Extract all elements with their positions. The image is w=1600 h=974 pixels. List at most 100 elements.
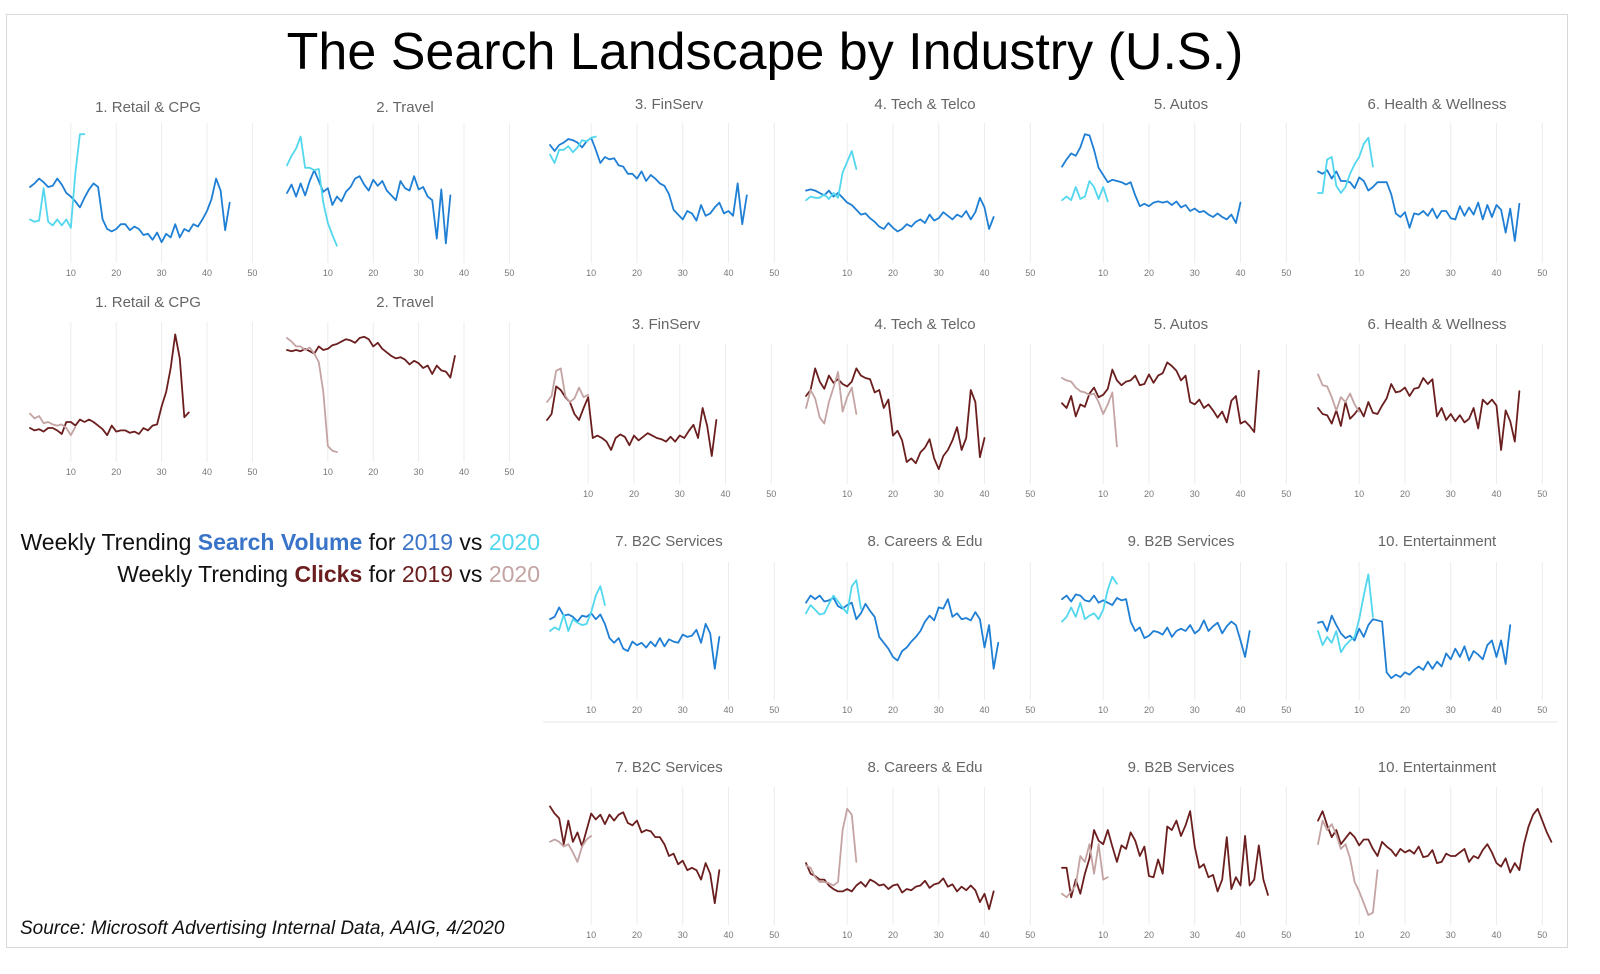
x-tick-label: 10 [1354, 268, 1364, 278]
x-tick-label: 10 [842, 268, 852, 278]
legend-text: for [362, 561, 402, 587]
series-line-2019 [549, 606, 721, 670]
page-title: The Search Landscape by Industry (U.S.) [286, 23, 1244, 81]
x-tick-label: 50 [1025, 930, 1035, 940]
x-tick-label: 30 [678, 930, 688, 940]
chart-title: 8. Careers & Edu [867, 533, 982, 550]
x-tick-label: 20 [1144, 930, 1154, 940]
legend-clicks-2020: 2020 [488, 561, 540, 587]
x-tick-label: 40 [1235, 268, 1245, 278]
x-tick-label: 30 [934, 489, 944, 499]
series-line-2019 [29, 333, 190, 437]
x-tick-label: 40 [202, 268, 212, 278]
series-line-2019 [546, 385, 718, 457]
x-tick-label: 10 [583, 489, 593, 499]
x-tick-label: 50 [504, 268, 514, 278]
x-tick-label: 20 [1144, 489, 1154, 499]
chart-title: 9. B2B Services [1128, 759, 1235, 776]
chart-title: 3. FinServ [632, 316, 701, 333]
x-tick-label: 40 [723, 268, 733, 278]
chart-title: 8. Careers & Edu [867, 759, 982, 776]
x-tick-label: 10 [1098, 705, 1108, 715]
x-tick-label: 30 [678, 705, 688, 715]
chart-title: 4. Tech & Telco [874, 316, 975, 333]
series-line-2020 [805, 371, 858, 425]
series-line-2019 [549, 805, 721, 905]
chart-panel: 4. Tech & Telco 10 20 30 40 50 [805, 96, 1035, 278]
chart-title: 5. Autos [1154, 96, 1208, 113]
x-tick-label: 20 [1400, 705, 1410, 715]
x-tick-label: 50 [769, 268, 779, 278]
x-tick-label: 50 [247, 467, 257, 477]
x-tick-label: 30 [157, 268, 167, 278]
x-tick-label: 50 [1025, 489, 1035, 499]
series-line-2019 [1061, 593, 1251, 658]
x-tick-label: 20 [1400, 268, 1410, 278]
x-tick-label: 30 [1446, 268, 1456, 278]
x-tick-label: 10 [1098, 489, 1108, 499]
series-line-2019 [549, 136, 748, 226]
chart-frame [6, 14, 1568, 948]
x-tick-label: 10 [1354, 489, 1364, 499]
legend-text: for [362, 529, 402, 555]
x-tick-label: 40 [979, 268, 989, 278]
series-line-2020 [29, 412, 77, 437]
x-tick-label: 30 [675, 489, 685, 499]
x-tick-label: 50 [1281, 268, 1291, 278]
series-line-2020 [1061, 180, 1109, 203]
x-tick-label: 20 [368, 467, 378, 477]
series-line-2019 [1317, 169, 1521, 242]
chart-panel: 10. Entertainment 10 20 30 40 50 [1317, 759, 1553, 940]
series-line-2020 [549, 585, 606, 632]
x-tick-label: 40 [459, 268, 469, 278]
chart-panel: 8. Careers & Edu 10 20 30 40 50 [805, 759, 1035, 940]
x-tick-label: 10 [66, 467, 76, 477]
x-tick-label: 10 [586, 930, 596, 940]
series-line-2019 [1317, 377, 1521, 451]
chart-panel: 6. Health & Wellness 10 20 30 40 50 [1317, 316, 1547, 499]
x-tick-label: 10 [842, 930, 852, 940]
series-line-2020 [1061, 575, 1118, 623]
x-tick-label: 20 [1400, 930, 1410, 940]
x-tick-label: 20 [888, 705, 898, 715]
series-line-2020 [29, 133, 86, 229]
series-line-2019 [805, 367, 986, 471]
series-line-2019 [1061, 133, 1242, 224]
chart-panel: 1. Retail & CPG 10 20 30 40 50 [29, 99, 257, 278]
chart-panel: 3. FinServ 10 20 30 40 50 [546, 316, 776, 499]
x-tick-label: 30 [414, 467, 424, 477]
x-tick-label: 20 [1144, 705, 1154, 715]
series-line-2019 [805, 594, 1000, 670]
legend-clicks-2019: 2019 [401, 561, 454, 587]
x-tick-label: 20 [632, 930, 642, 940]
chart-title: 2. Travel [376, 294, 434, 311]
x-tick-label: 30 [1446, 489, 1456, 499]
chart-title: 7. B2C Services [615, 759, 723, 776]
x-tick-label: 30 [934, 705, 944, 715]
series-line-2020 [1061, 377, 1118, 448]
x-tick-label: 40 [720, 489, 730, 499]
chart-panel: 2. Travel 10 20 30 40 50 [286, 294, 514, 477]
x-tick-label: 10 [1098, 268, 1108, 278]
series-line-2019 [805, 862, 995, 910]
x-tick-label: 10 [1098, 930, 1108, 940]
x-tick-label: 50 [247, 268, 257, 278]
legend-search-metric: Search Volume [197, 529, 363, 555]
series-line-2020 [1317, 573, 1374, 654]
legend: Weekly Trending Search Volume for 2019 v… [20, 526, 540, 590]
x-tick-label: 30 [414, 268, 424, 278]
x-tick-label: 10 [842, 489, 852, 499]
x-tick-label: 50 [1537, 705, 1547, 715]
x-tick-label: 40 [979, 705, 989, 715]
series-line-2020 [1061, 843, 1109, 899]
x-tick-label: 50 [769, 930, 779, 940]
series-line-2020 [549, 835, 593, 863]
legend-text: vs [453, 561, 489, 587]
x-tick-label: 20 [629, 489, 639, 499]
x-tick-label: 50 [766, 489, 776, 499]
x-tick-label: 20 [632, 268, 642, 278]
x-tick-label: 30 [1190, 268, 1200, 278]
chart-title: 1. Retail & CPG [95, 99, 201, 116]
series-line-2019 [29, 177, 231, 244]
